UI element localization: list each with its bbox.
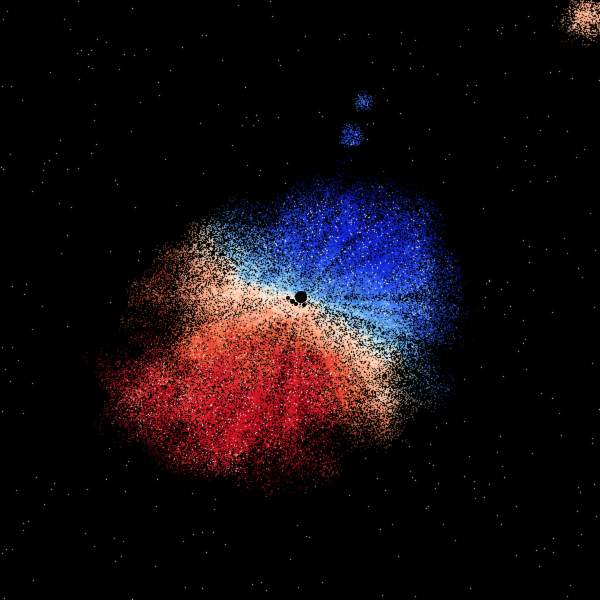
doppler-velocity-field-image xyxy=(0,0,600,600)
velocity-field-canvas-container xyxy=(0,0,600,600)
